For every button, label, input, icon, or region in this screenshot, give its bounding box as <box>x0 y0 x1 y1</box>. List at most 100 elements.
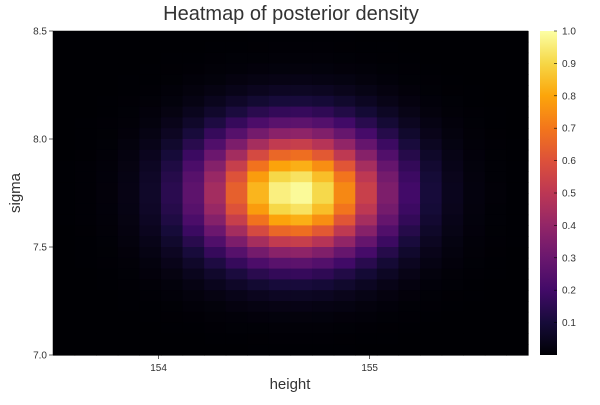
heatmap-cell <box>398 63 421 75</box>
heatmap-cell <box>96 214 119 226</box>
heatmap-cell <box>420 74 443 86</box>
heatmap-cell <box>312 322 335 334</box>
heatmap-cell <box>420 322 443 334</box>
heatmap-cell <box>74 160 97 172</box>
heatmap-cell <box>53 311 76 324</box>
heatmap-cell <box>312 63 335 75</box>
heatmap-cell <box>290 344 313 356</box>
heatmap-cell <box>225 301 248 313</box>
heatmap-cell <box>355 74 378 86</box>
heatmap-cell <box>268 52 292 64</box>
heatmap-cell <box>398 149 421 162</box>
heatmap-cell <box>117 128 140 140</box>
heatmap-cell <box>420 311 443 324</box>
heatmap-cell <box>420 225 443 237</box>
heatmap-cell <box>247 311 270 324</box>
heatmap-cell <box>139 193 162 205</box>
heatmap-cell <box>268 41 292 54</box>
colorbar-ticks: 0.1 0.2 0.3 0.4 0.5 0.6 0.7 0.8 0.9 1.0 <box>554 27 576 329</box>
heatmap-cell <box>139 322 162 334</box>
heatmap-cell <box>74 52 97 64</box>
heatmap-cell <box>96 311 119 324</box>
heatmap-cell <box>398 268 421 280</box>
heatmap-cell <box>463 333 486 345</box>
heatmap-cell <box>182 344 205 356</box>
heatmap-cell <box>268 139 292 151</box>
heatmap-cell <box>182 225 205 237</box>
heatmap-cell <box>74 74 97 86</box>
heatmap-cell <box>268 106 292 118</box>
heatmap-cell <box>53 214 76 226</box>
heatmap-cell <box>420 193 443 205</box>
y-tick-label: 8.0 <box>33 135 47 146</box>
heatmap-cell <box>398 257 421 270</box>
heatmap-cell <box>247 160 270 172</box>
y-tick-label: 7.5 <box>33 243 47 254</box>
heatmap-cell <box>139 257 162 270</box>
heatmap-cell <box>333 106 356 118</box>
colorbar-tick-label: 0.5 <box>562 189 576 200</box>
heatmap-cell <box>53 63 76 75</box>
heatmap-cell <box>182 74 205 86</box>
heatmap-cell <box>398 128 421 140</box>
heatmap-cell <box>355 322 378 334</box>
heatmap-cell <box>96 279 119 291</box>
heatmap-cell <box>376 63 400 75</box>
heatmap-cell <box>139 333 162 345</box>
heatmap-cell <box>376 236 400 248</box>
heatmap-cell <box>53 268 76 280</box>
heatmap-cell <box>160 171 184 183</box>
heatmap-cell <box>420 31 443 43</box>
heatmap-cell <box>463 236 486 248</box>
heatmap-cell <box>290 214 313 226</box>
heatmap-cell <box>398 333 421 345</box>
heatmap-cell <box>53 322 76 334</box>
heatmap-cell <box>204 106 227 118</box>
heatmap-cell <box>376 333 400 345</box>
heatmap-cell <box>117 193 140 205</box>
heatmap-cell <box>420 52 443 64</box>
heatmap-cell <box>290 301 313 313</box>
heatmap-cell <box>463 160 486 172</box>
heatmap-cell <box>333 95 356 108</box>
heatmap-cell <box>74 106 97 118</box>
heatmap-cell <box>117 322 140 334</box>
heatmap-cell <box>376 128 400 140</box>
heatmap-cell <box>96 257 119 270</box>
heatmap-cell <box>355 257 378 270</box>
heatmap-cell <box>355 279 378 291</box>
heatmap-cell <box>225 236 248 248</box>
heatmap-cell <box>204 52 227 64</box>
heatmap-cell <box>441 257 464 270</box>
heatmap-cell <box>333 203 356 216</box>
heatmap-cell <box>74 290 97 302</box>
heatmap-cell <box>312 149 335 162</box>
heatmap-cell <box>333 128 356 140</box>
heatmap-cell <box>484 171 508 183</box>
heatmap-cell <box>182 52 205 64</box>
heatmap-cell <box>333 301 356 313</box>
heatmap-cell <box>463 128 486 140</box>
colorbar-tick-label: 0.3 <box>562 253 576 264</box>
heatmap-cell <box>247 344 270 356</box>
heatmap-cell <box>506 52 529 64</box>
heatmap-cell <box>463 279 486 291</box>
heatmap-cell <box>506 149 529 162</box>
heatmap-cell <box>441 85 464 97</box>
heatmap-cell <box>204 322 227 334</box>
heatmap-cell <box>182 203 205 216</box>
heatmap-cell <box>225 311 248 324</box>
heatmap-cell <box>398 117 421 129</box>
heatmap-cell <box>182 63 205 75</box>
heatmap-cell <box>312 268 335 280</box>
heatmap-cell <box>420 268 443 280</box>
heatmap-cell <box>290 322 313 334</box>
heatmap-cell <box>139 301 162 313</box>
heatmap-cell <box>225 128 248 140</box>
heatmap-cell <box>484 279 508 291</box>
heatmap-cell <box>312 214 335 226</box>
heatmap-cell <box>290 52 313 64</box>
heatmap-cell <box>484 257 508 270</box>
heatmap-cell <box>182 117 205 129</box>
heatmap-cell <box>376 106 400 118</box>
